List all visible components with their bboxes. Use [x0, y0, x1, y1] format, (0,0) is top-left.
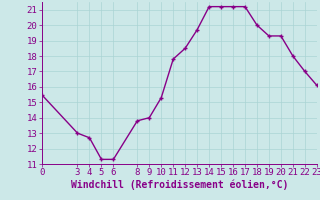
X-axis label: Windchill (Refroidissement éolien,°C): Windchill (Refroidissement éolien,°C) — [70, 180, 288, 190]
